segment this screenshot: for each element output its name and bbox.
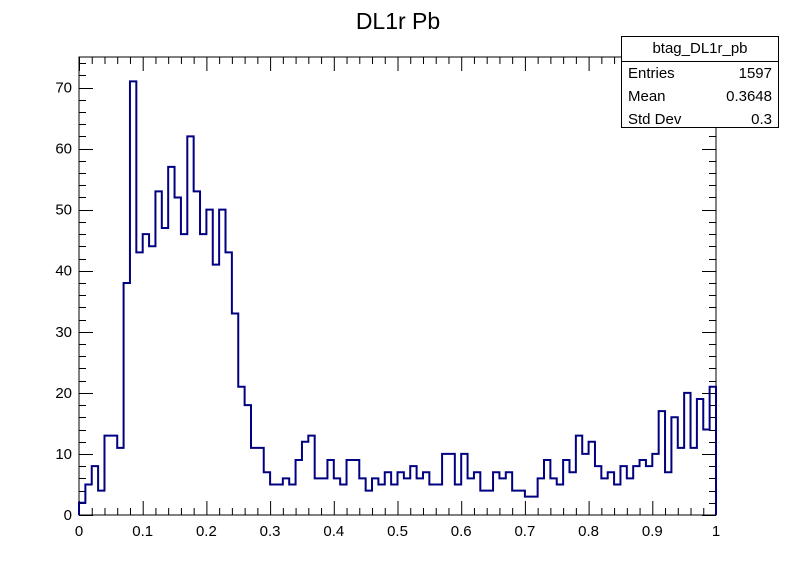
- y-tick-label: 0: [64, 507, 72, 524]
- histogram-bin: [487, 491, 493, 515]
- histogram-bin: [213, 265, 219, 515]
- y-tick-label: 60: [55, 141, 72, 158]
- stats-value: 0.3648: [726, 88, 772, 105]
- histogram-bin: [499, 478, 505, 515]
- histogram-bin: [468, 478, 474, 515]
- histogram-bin: [98, 491, 104, 515]
- histogram-bin: [525, 497, 531, 515]
- histogram-bin: [512, 491, 518, 515]
- stats-label: Entries: [628, 65, 675, 82]
- x-tick-label: 0.5: [387, 523, 408, 540]
- histogram-bin: [531, 497, 537, 515]
- histogram-bin: [276, 484, 282, 515]
- y-tick-label: 30: [55, 324, 72, 341]
- x-tick-label: 1: [712, 523, 720, 540]
- stats-row-entries: Entries 1597: [622, 62, 778, 85]
- histogram-bin: [162, 228, 168, 515]
- histogram-bin: [270, 484, 276, 515]
- x-tick-label: 0.8: [578, 523, 599, 540]
- histogram-bin: [404, 478, 410, 515]
- stats-label: Std Dev: [628, 111, 682, 128]
- stats-row-stddev: Std Dev 0.3: [622, 108, 778, 131]
- histogram-bin: [136, 252, 142, 515]
- histogram-bin: [703, 430, 709, 515]
- histogram-bin: [149, 246, 155, 515]
- histogram-bin: [678, 448, 684, 515]
- histogram-outline: [78, 80, 717, 515]
- stats-box: btag_DL1r_pb Entries 1597 Mean 0.3648 St…: [621, 36, 779, 128]
- histogram-bin: [194, 191, 200, 515]
- histogram-bin: [315, 478, 321, 515]
- stats-label: Mean: [628, 88, 666, 105]
- histogram-bin: [691, 448, 697, 515]
- histogram-bin: [665, 472, 671, 515]
- histogram-bin: [117, 448, 123, 515]
- stats-box-name: btag_DL1r_pb: [622, 37, 778, 62]
- histogram-bin: [436, 484, 442, 515]
- x-tick-label: 0.2: [196, 523, 217, 540]
- y-tick-label: 40: [55, 263, 72, 280]
- histogram-bin: [640, 460, 646, 515]
- histogram-bin: [175, 197, 181, 515]
- x-tick-label: 0: [75, 523, 83, 540]
- histogram-bin: [391, 484, 397, 515]
- stats-value: 0.3: [751, 111, 772, 128]
- stats-row-mean: Mean 0.3648: [622, 85, 778, 108]
- histogram-bin: [557, 484, 563, 515]
- x-tick-label: 0.3: [260, 523, 281, 540]
- histogram-bin: [582, 454, 588, 515]
- chart-title: DL1r Pb: [355, 8, 441, 34]
- y-tick-label: 20: [55, 385, 72, 402]
- histogram-bin: [251, 448, 257, 515]
- histogram-bin: [417, 478, 423, 515]
- histogram-bin: [143, 234, 149, 515]
- histogram-bin: [646, 466, 652, 515]
- histogram-bin: [340, 484, 346, 515]
- histogram-bin: [455, 484, 461, 515]
- histogram-bin: [569, 472, 575, 515]
- y-tick-label: 50: [55, 202, 72, 219]
- histogram-bin: [200, 234, 206, 515]
- y-tick-label: 70: [55, 80, 72, 97]
- stats-value: 1597: [738, 65, 772, 82]
- histogram-bin: [627, 478, 633, 515]
- histogram-bin: [366, 491, 372, 515]
- x-tick-label: 0.1: [132, 523, 153, 540]
- histogram-bin: [614, 484, 620, 515]
- x-tick-label: 0.4: [323, 523, 344, 540]
- histogram-bin: [378, 484, 384, 515]
- histogram-bin: [429, 484, 435, 515]
- x-tick-label: 0.9: [642, 523, 663, 540]
- histogram-bin: [289, 484, 295, 515]
- histogram-bin: [480, 491, 486, 515]
- y-tick-label: 10: [55, 446, 72, 463]
- histogram-bin: [181, 234, 187, 515]
- histogram-bin: [321, 478, 327, 515]
- x-tick-label: 0.7: [514, 523, 535, 540]
- histogram-bin: [601, 478, 607, 515]
- x-tick-label: 0.6: [451, 523, 472, 540]
